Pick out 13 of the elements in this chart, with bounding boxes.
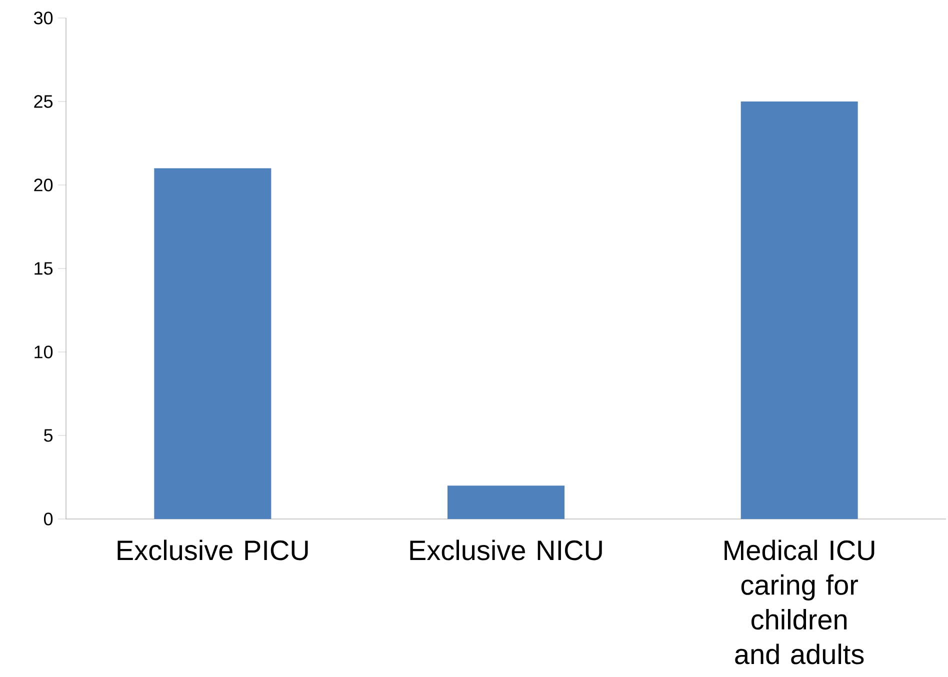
x-tick-label: Exclusive PICU: [118, 540, 308, 560]
y-tick-label: 25: [34, 95, 53, 108]
bar: [448, 486, 565, 519]
y-tick-label: 0: [44, 512, 53, 526]
y-tick-label: 5: [44, 429, 53, 442]
x-tick-label: Medical ICU caring for children and adults: [724, 540, 874, 664]
bar: [154, 168, 272, 519]
y-tick-label: 15: [34, 262, 53, 275]
y-tick-label: 20: [34, 178, 53, 192]
bar: [740, 101, 858, 519]
x-tick-label: Exclusive NICU: [410, 540, 602, 560]
y-tick-label: 10: [34, 346, 53, 358]
y-tick-label: 30: [34, 12, 53, 24]
